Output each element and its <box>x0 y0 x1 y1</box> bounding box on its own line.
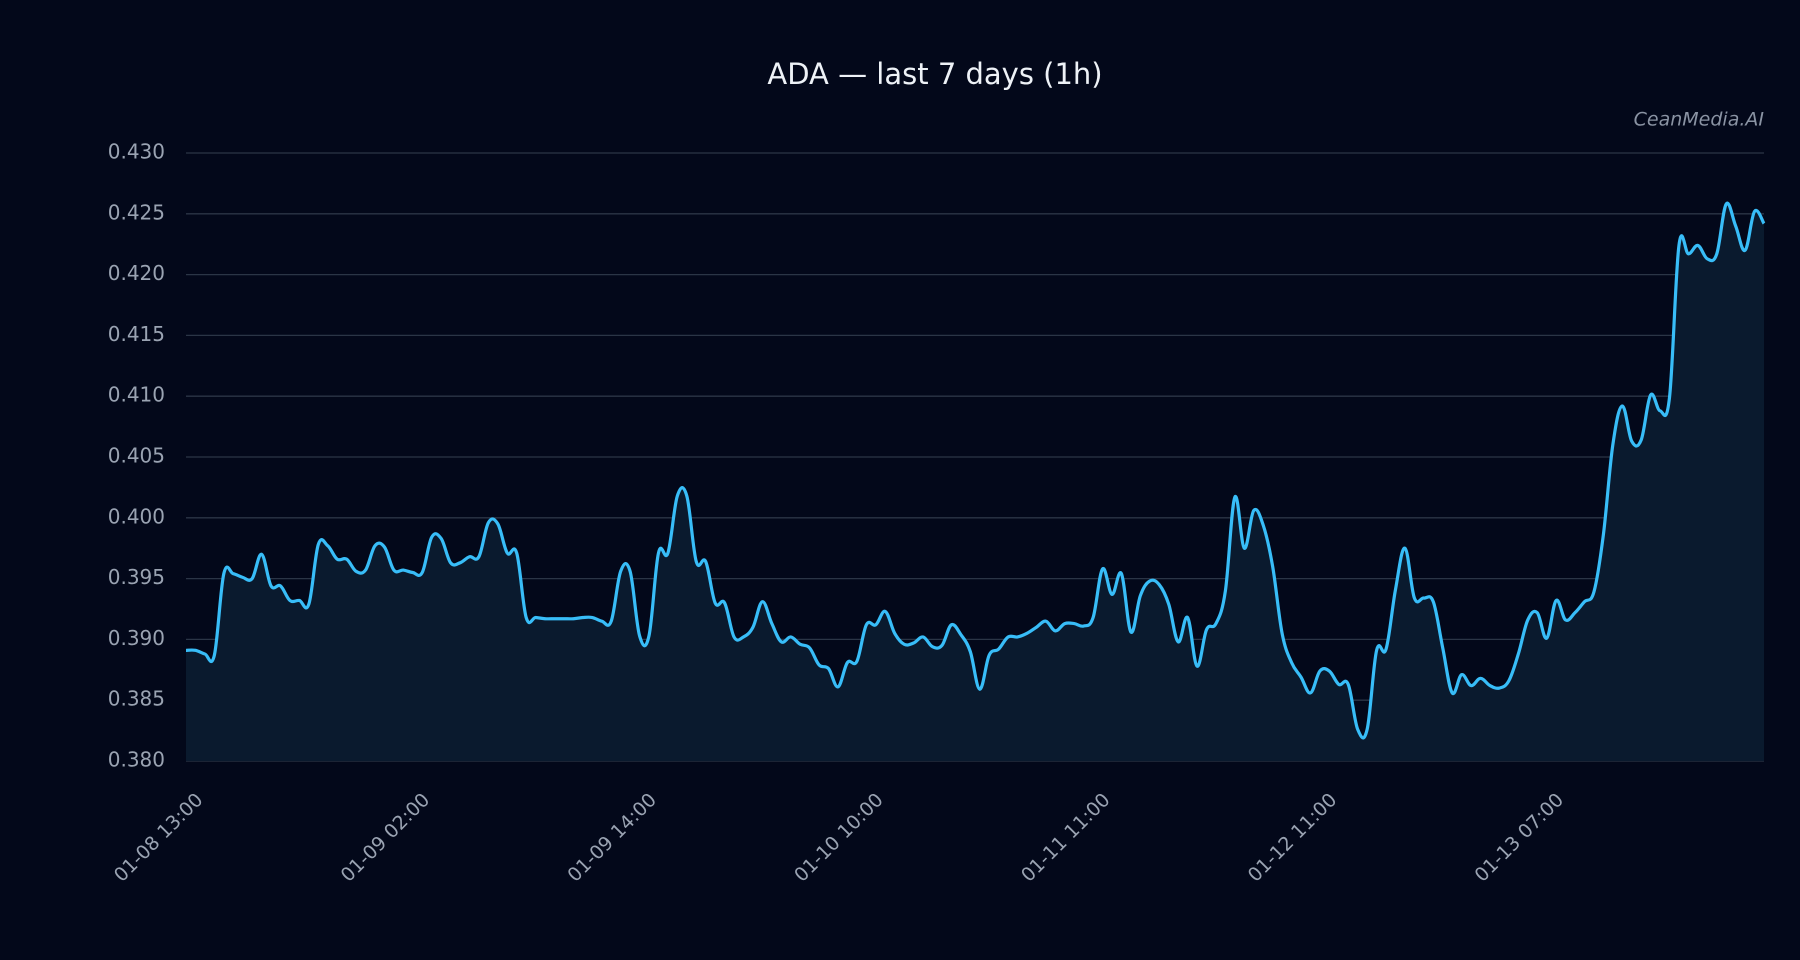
y-tick-label: 0.430 <box>108 140 165 164</box>
y-tick-label: 0.405 <box>108 444 165 468</box>
y-tick-label: 0.380 <box>108 748 165 772</box>
chart-title: ADA — last 7 days (1h) <box>767 57 1102 91</box>
line <box>185 201 1766 740</box>
y-tick-label: 0.415 <box>108 322 165 346</box>
watermark: CeanMedia.AI <box>1634 109 1765 131</box>
y-tick-label: 0.420 <box>108 261 165 285</box>
area <box>186 203 1764 762</box>
y-tick-label: 0.385 <box>108 687 165 711</box>
y-tick-label: 0.410 <box>108 383 165 407</box>
y-tick-label: 0.390 <box>108 626 165 650</box>
y-tick-label: 0.400 <box>108 504 165 528</box>
y-tick-label: 0.425 <box>108 200 165 224</box>
y-tick-label: 0.395 <box>108 565 165 589</box>
